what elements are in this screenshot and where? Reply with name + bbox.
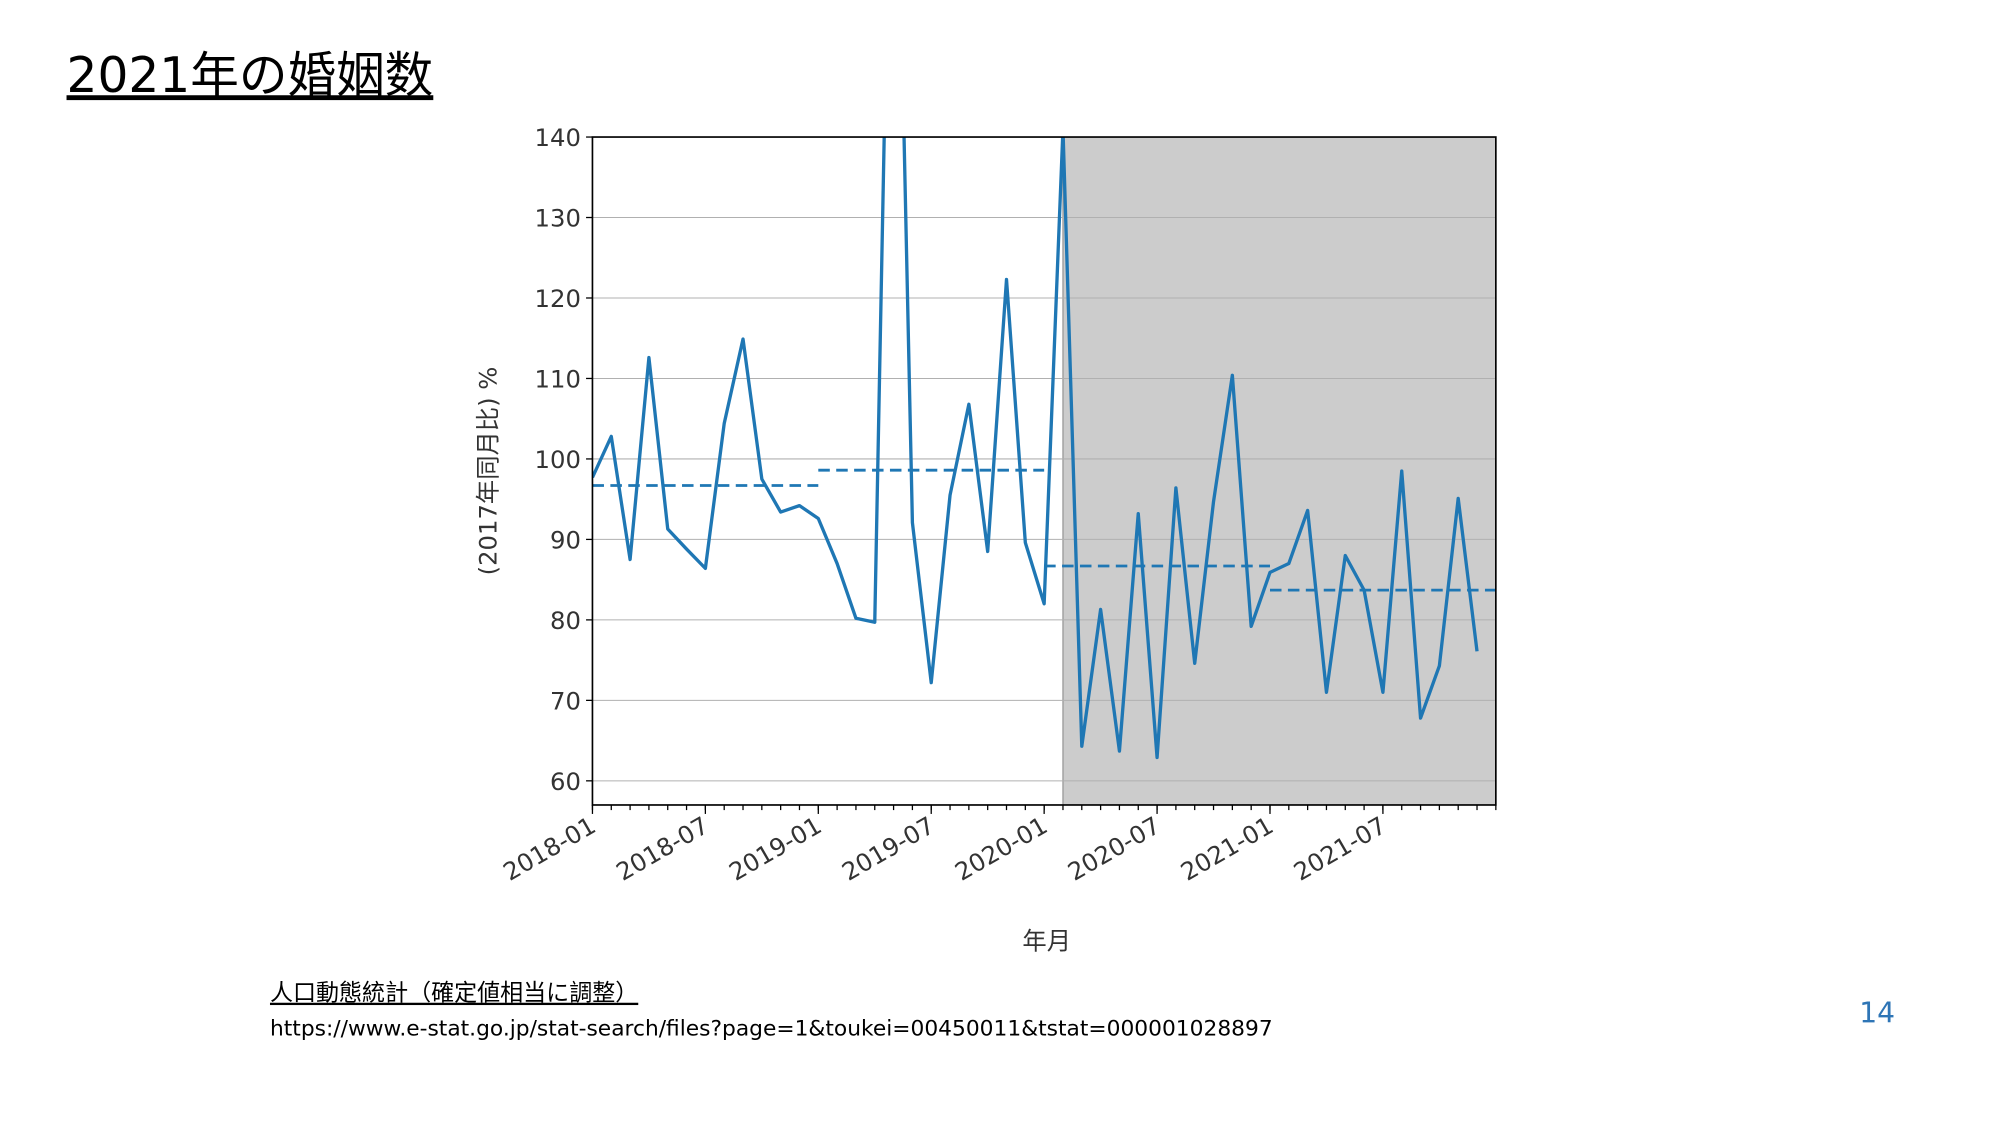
source-name: 人口動態統計（確定値相当に調整） — [270, 981, 638, 1007]
x-tick-label: 2018-01 — [498, 811, 600, 887]
x-tick-label: 2021-01 — [1176, 811, 1278, 887]
x-tick-label: 2019-01 — [724, 811, 826, 887]
x-tick-label: 2019-07 — [837, 811, 939, 887]
y-axis-label: (2017年同月比) % — [473, 367, 502, 576]
slide-title: 2021年の婚姻数 — [67, 48, 434, 104]
y-tick-label: 120 — [535, 284, 581, 313]
plot-frame — [591, 136, 1497, 806]
y-tick-label: 70 — [550, 686, 581, 715]
source-url: https://www.e-stat.go.jp/stat-search/fil… — [270, 1016, 1273, 1041]
x-tick-label: 2020-07 — [1063, 811, 1165, 887]
x-tick-label: 2021-07 — [1289, 811, 1391, 887]
y-tick-label: 80 — [550, 606, 581, 635]
y-tick-label: 60 — [550, 767, 581, 796]
shaded-region — [1062, 137, 1496, 805]
y-tick-label: 130 — [535, 203, 581, 232]
y-tick-label: 140 — [535, 123, 581, 152]
y-tick-label: 90 — [550, 525, 581, 554]
y-tick-label: 110 — [535, 364, 581, 393]
page-number: 14 — [1859, 997, 1895, 1030]
x-axis-label: 年月 — [1022, 927, 1071, 956]
x-tick-label: 2018-07 — [611, 811, 713, 887]
x-tick-label: 2020-01 — [950, 811, 1052, 887]
y-tick-label: 100 — [535, 445, 581, 474]
data-line — [592, 137, 1479, 760]
